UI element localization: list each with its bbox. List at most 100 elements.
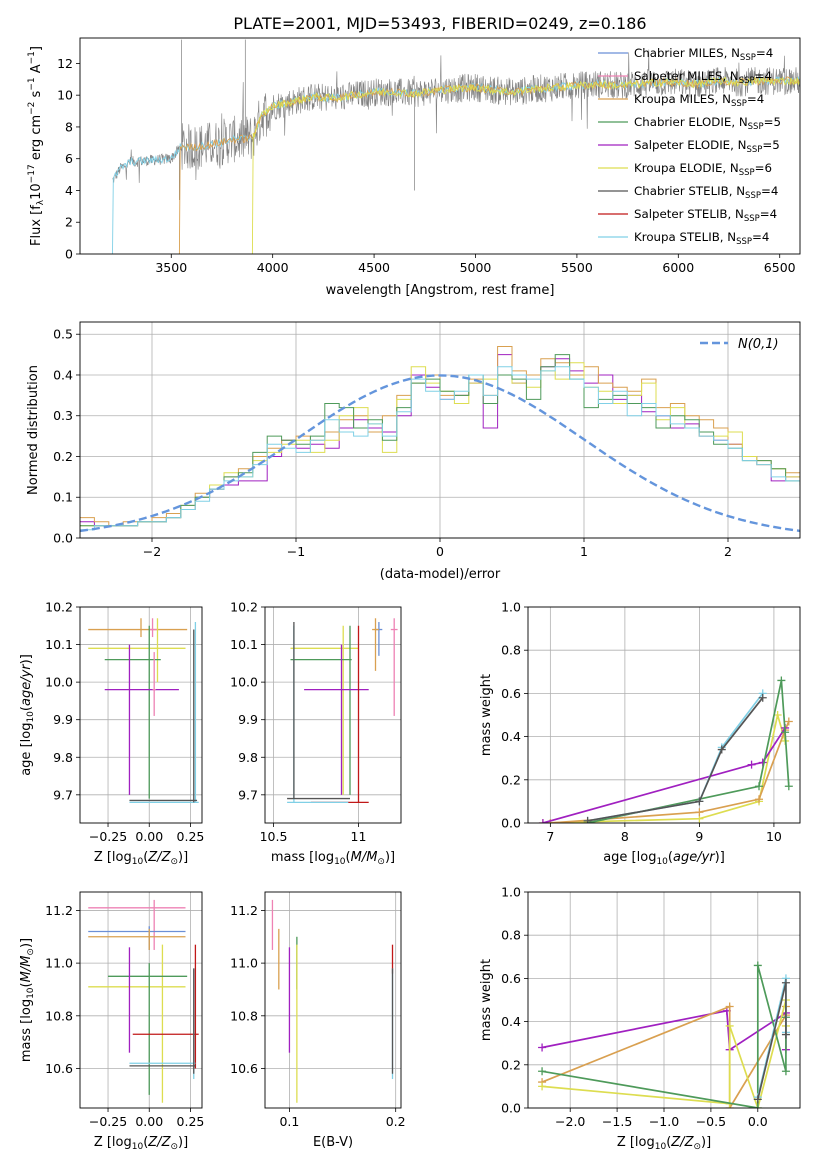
residuals-panel: −2 −1 0 1 2 0.0 0.1 0.2 0.3 0.4 0.5 N(0,1) (data-mod… bbox=[26, 321, 801, 582]
legend-label-sub: SSP bbox=[748, 122, 764, 132]
plot-area bbox=[271, 899, 394, 1103]
grid bbox=[80, 892, 202, 1108]
y-axis-label-part: )] bbox=[19, 654, 34, 664]
x-tick-label: 0.0 bbox=[748, 1114, 768, 1129]
plot-area bbox=[287, 618, 398, 803]
x-axis-label: Z [log10(Z/Z⊙)] bbox=[94, 1135, 188, 1152]
y-axis-label: mass weight bbox=[479, 959, 494, 1041]
y-tick-label: 6 bbox=[65, 151, 73, 166]
x-tick-label: 0 bbox=[436, 544, 444, 559]
y-tick-label: 11.2 bbox=[45, 903, 73, 918]
x-tick-label: −0.25 bbox=[89, 829, 127, 844]
x-axis-label: mass [log10(M/M⊙)] bbox=[271, 850, 395, 867]
y-tick-label: 0.0 bbox=[53, 531, 73, 546]
y-axis-label-part: mass weight bbox=[479, 674, 494, 756]
weight-line-kroupa_stelib bbox=[587, 692, 764, 822]
x-axis-label-part: ( bbox=[666, 1135, 671, 1150]
x-tick-label: 0.25 bbox=[177, 829, 205, 844]
y-tick-label: 10.1 bbox=[45, 637, 73, 652]
y-axis-label-part: −17 bbox=[27, 164, 37, 183]
x-tick-label: 9 bbox=[695, 829, 703, 844]
x-axis-label: E(B-V) bbox=[313, 1135, 353, 1150]
x-axis-label-part: Z [log bbox=[94, 1135, 132, 1150]
axes-border bbox=[264, 606, 402, 824]
y-axis-label-part: 10 bbox=[26, 987, 36, 999]
axes-frame: 0.1 0.2 10.6 10.8 11.0 11.2 E(B-V) bbox=[230, 891, 406, 1150]
legend-label-kroupa_elodie: Kroupa ELODIE, NSSP=6 bbox=[634, 161, 772, 178]
x-tick-label: −0.5 bbox=[696, 1114, 726, 1129]
weight-marker-chabrier_elodie bbox=[777, 676, 786, 685]
legend-label-salpeter_miles: Salpeter MILES, NSSP=4 bbox=[634, 69, 772, 86]
y-tick-label: 0.4 bbox=[501, 729, 521, 744]
x-axis-label: age [log10(age/yr)] bbox=[603, 850, 725, 867]
x-axis-label-part: 10 bbox=[334, 857, 346, 867]
x-tick-label: 4000 bbox=[257, 260, 289, 275]
weight-line-chabrier_stelib bbox=[756, 982, 787, 1100]
grid bbox=[265, 892, 401, 1108]
axes-frame: −0.25 0.00 0.25 9.7 9.8 9.9 10.0 10.1 10.2 Z [log… bbox=[19, 600, 204, 868]
axes-border bbox=[79, 321, 801, 539]
x-tick-label: 3500 bbox=[155, 260, 187, 275]
y-axis-label: age [log10(age/yr)] bbox=[19, 654, 36, 776]
y-tick-label: 10.0 bbox=[230, 675, 258, 690]
x-tick-label: 6000 bbox=[662, 260, 694, 275]
y-tick-label: 2 bbox=[65, 215, 73, 230]
data-spectrum-line bbox=[112, 49, 800, 183]
x-axis-label-part: 10 bbox=[132, 1142, 144, 1152]
y-tick-label: 10.2 bbox=[45, 600, 73, 615]
x-tick-label: 4500 bbox=[358, 260, 390, 275]
plot-area bbox=[538, 676, 793, 823]
axes-border bbox=[527, 606, 801, 824]
y-tick-label: 0.4 bbox=[501, 1014, 521, 1029]
x-tick-label: 0.2 bbox=[386, 1114, 406, 1129]
legend-label-kroupa_miles: Kroupa MILES, NSSP=4 bbox=[634, 92, 764, 109]
weight-marker-chabrier_elodie bbox=[538, 1067, 547, 1076]
x-tick-label: 7 bbox=[546, 829, 554, 844]
histogram-salpeter_elodie bbox=[80, 354, 800, 527]
y-tick-label: 0.6 bbox=[501, 686, 521, 701]
axes-border bbox=[79, 891, 203, 1109]
x-axis-label-part: )] bbox=[178, 1135, 188, 1150]
legend-label-chabrier_stelib: Chabrier STELIB, NSSP=4 bbox=[634, 184, 778, 201]
legend-label-salpeter_elodie: Salpeter ELODIE, NSSP=5 bbox=[634, 138, 780, 155]
y-axis-label-part: 10 bbox=[29, 183, 44, 200]
weight-marker-chabrier_stelib bbox=[695, 797, 704, 806]
figure-title: PLATE=2001, MJD=53493, FIBERID=0249, z=0… bbox=[233, 14, 646, 33]
y-tick-label: 0.2 bbox=[501, 1057, 521, 1072]
mass-weight-vs-Z-panel: −2.0 −1.5 −1.0 −0.5 0.0 0.0 0.2 0.4 0.6 0.8 1.0 Z [… bbox=[479, 885, 801, 1152]
y-axis-label-part: mass [log bbox=[19, 999, 34, 1062]
y-tick-label: 9.8 bbox=[53, 750, 73, 765]
legend-label-sub: SSP bbox=[731, 99, 747, 109]
x-tick-label: 0.1 bbox=[279, 1114, 299, 1129]
y-tick-label: 11.0 bbox=[45, 956, 73, 971]
x-axis-label-part: Z/Z bbox=[147, 850, 171, 865]
y-tick-label: 11.2 bbox=[230, 903, 258, 918]
x-tick-label: 11 bbox=[351, 829, 367, 844]
legend-label-val: =4 bbox=[756, 46, 773, 60]
weight-marker-chabrier_elodie bbox=[781, 728, 790, 737]
plot-area bbox=[112, 39, 800, 254]
x-tick-label: −0.25 bbox=[89, 1114, 127, 1129]
x-tick-label: −1.0 bbox=[649, 1114, 679, 1129]
legend-label-chabrier_miles: Chabrier MILES, NSSP=4 bbox=[634, 46, 773, 63]
weight-marker-kroupa_elodie bbox=[725, 1021, 734, 1030]
weight-marker-salpeter_elodie bbox=[538, 819, 547, 823]
legend-label-text: Chabrier MILES, N bbox=[634, 46, 740, 60]
x-axis-label-part: ( bbox=[346, 850, 351, 865]
y-tick-label: 10.1 bbox=[230, 637, 258, 652]
legend-label-val: =5 bbox=[762, 138, 779, 152]
y-tick-label: 0.4 bbox=[53, 367, 73, 382]
y-tick-label: 1.0 bbox=[501, 600, 521, 615]
y-axis-label-part: )] bbox=[19, 938, 34, 948]
x-axis-label-part: E(B-V) bbox=[313, 1135, 353, 1150]
y-tick-label: 0.8 bbox=[501, 643, 521, 658]
grid bbox=[265, 606, 401, 823]
legend-label-sub: SSP bbox=[745, 191, 761, 201]
plot-area bbox=[88, 618, 199, 803]
x-axis-label-part: M/M bbox=[351, 850, 378, 865]
spectrum-panel: 3500 4000 4500 5000 5500 6000 6500 0 2 4 6 8 10 12 Cha… bbox=[27, 37, 801, 298]
legend-label-text: Chabrier ELODIE, N bbox=[634, 115, 748, 129]
legend-label-val: =4 bbox=[761, 184, 778, 198]
y-axis-label-part: ( bbox=[19, 982, 34, 987]
